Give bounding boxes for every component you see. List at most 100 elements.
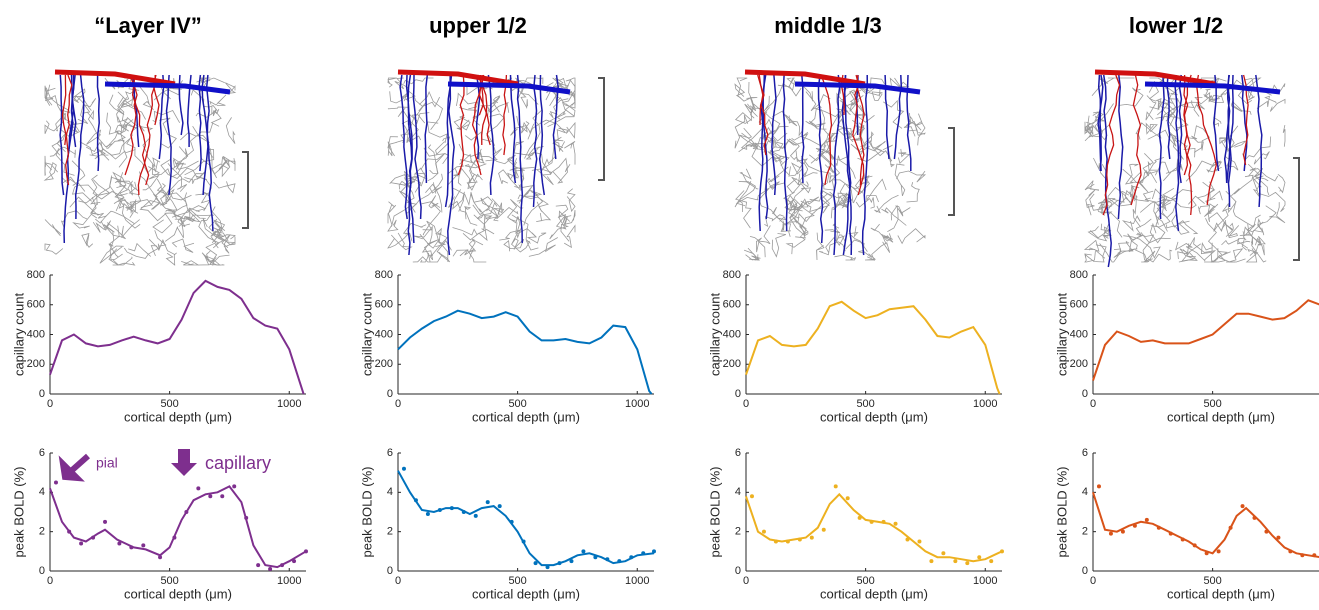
capillary-vessel	[421, 195, 439, 209]
depth-bracket	[242, 151, 249, 229]
x-axis-label: cortical depth (μm)	[820, 409, 928, 424]
y-tick-label: 4	[387, 486, 393, 498]
artery	[1102, 74, 1121, 216]
capillary-vessel	[1149, 98, 1173, 111]
x-tick-label: 0	[743, 398, 749, 410]
capillary-vessel	[127, 180, 139, 196]
capillary-vessel	[788, 198, 809, 219]
capillary-vessel	[503, 238, 525, 252]
capillary-vessel	[1226, 248, 1244, 263]
capillary-vessel	[517, 194, 549, 212]
capillary-vessel	[387, 77, 397, 88]
capillary-vessel	[820, 173, 830, 214]
vein	[158, 74, 165, 160]
capillary-vessel	[834, 254, 857, 261]
capillary-vessel	[789, 204, 809, 236]
capillary-vessel	[1204, 88, 1212, 103]
capillary-vessel	[464, 163, 487, 178]
capillary-vessel	[894, 163, 906, 197]
data-point	[473, 513, 478, 518]
capillary-vessel	[1200, 241, 1213, 255]
capillary-vessel	[1257, 218, 1265, 236]
vein	[1097, 74, 1104, 172]
pial-vein	[104, 81, 231, 95]
capillary-vessel	[1237, 237, 1251, 251]
capillary-vessel	[800, 156, 838, 184]
capillary-vessel	[487, 102, 510, 114]
y-axis-label: capillary count	[1054, 293, 1069, 376]
capillary-vessel	[213, 230, 236, 247]
capillary-vessel	[1223, 222, 1234, 237]
data-point	[989, 559, 994, 564]
data-point	[977, 555, 982, 560]
capillary-vessel	[1156, 99, 1177, 127]
y-axis-label: capillary count	[359, 293, 374, 376]
capillary-vessel	[768, 141, 784, 163]
capillary-vessel	[1175, 241, 1206, 262]
capillary-vessel	[211, 206, 226, 236]
x-axis-label: cortical depth (μm)	[124, 409, 232, 424]
capillary-vessel	[78, 179, 111, 204]
data-point	[280, 563, 285, 568]
capillary-vessel	[61, 176, 98, 206]
capillary-vessel	[499, 222, 521, 241]
data-point	[533, 561, 538, 566]
vein	[1226, 74, 1234, 184]
artery	[1183, 74, 1189, 176]
capillary-vessel	[786, 194, 800, 219]
y-tick-label: 600	[723, 299, 741, 311]
capillary-vessel	[844, 127, 856, 143]
capillary-vessel	[865, 140, 886, 153]
capillary-vessel	[473, 196, 493, 213]
pial-artery	[397, 69, 519, 87]
capillary-vessel	[549, 223, 570, 242]
capillary-vessel	[394, 77, 409, 90]
x-tick-label: 500	[160, 575, 178, 587]
capillary-vessel	[72, 213, 98, 229]
data-point	[965, 561, 970, 566]
capillary-vessel	[543, 110, 567, 126]
data-point	[184, 510, 189, 514]
capillary-vessel	[829, 191, 849, 209]
capillary-vessel	[1252, 175, 1264, 198]
capillary-vessel	[43, 162, 57, 181]
capillary-vessel	[387, 136, 398, 157]
capillary-vessel	[518, 184, 534, 197]
capillary-vessel	[44, 84, 54, 106]
capillary-vessel	[1099, 243, 1121, 263]
y-axis-label: capillary count	[11, 293, 26, 376]
capillary-vessel	[60, 210, 88, 228]
capillary-vessel	[485, 148, 503, 162]
capillary-vessel	[1146, 249, 1173, 263]
capillary-vessel	[889, 77, 910, 88]
capillary-vessel	[525, 146, 544, 160]
capillary-vessel	[562, 80, 576, 112]
vein	[861, 74, 869, 256]
capillary-vessel	[905, 120, 926, 136]
artery	[852, 74, 865, 196]
y-axis-label: capillary count	[707, 293, 722, 376]
capillary-vessel	[734, 114, 749, 149]
capillary-vessel	[565, 77, 576, 90]
x-tick-label: 500	[1203, 575, 1221, 587]
data-point	[67, 529, 72, 534]
capillary-vessel	[825, 235, 845, 253]
capillary-vessel	[1129, 185, 1154, 202]
capillary-vessel	[507, 168, 519, 181]
capillary-vessel	[1099, 199, 1119, 217]
capillary-vessel	[739, 168, 759, 190]
artery	[65, 74, 73, 186]
artery	[1130, 74, 1142, 206]
capillary-vessel	[198, 214, 220, 249]
column-title: upper 1/2	[429, 13, 527, 38]
x-tick-label: 1000	[973, 575, 997, 587]
depth-bracket	[598, 77, 605, 181]
y-tick-label: 800	[375, 269, 393, 281]
vein	[399, 74, 408, 220]
capillary-vessel	[419, 252, 431, 263]
data-point	[449, 506, 454, 511]
pial-vein	[1144, 81, 1281, 95]
capillary-vessel	[1100, 223, 1112, 235]
capillary-vessel	[164, 223, 184, 242]
capillary-vessel	[784, 202, 815, 229]
